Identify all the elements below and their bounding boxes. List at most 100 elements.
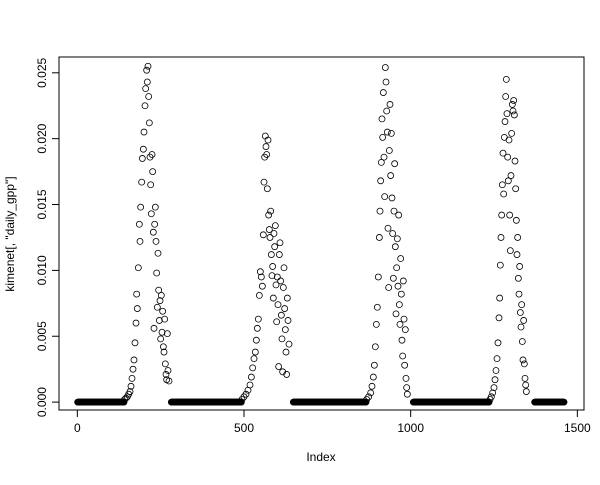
data-point [503, 110, 511, 118]
x-axis: 0 500 1000 1500 [74, 409, 591, 435]
data-point [520, 317, 528, 324]
data-point [159, 307, 167, 315]
data-point [271, 222, 279, 229]
data-point [157, 292, 165, 299]
data-point [250, 355, 258, 363]
data-point [371, 343, 379, 351]
data-point [151, 220, 159, 228]
data-point [132, 319, 140, 327]
data-point [165, 377, 173, 385]
data-point [510, 111, 518, 119]
data-point [134, 264, 142, 272]
data-point [403, 384, 411, 392]
data-point [151, 203, 159, 211]
data-point [160, 348, 168, 356]
data-point [285, 340, 293, 348]
data-point [401, 326, 409, 334]
data-point [150, 324, 158, 332]
data-point [271, 243, 279, 251]
data-point [519, 356, 527, 364]
data-point [387, 129, 395, 137]
data-point [368, 382, 376, 390]
data-point [144, 62, 152, 70]
data-point [560, 398, 568, 406]
data-point [262, 143, 270, 150]
data-point [142, 85, 150, 93]
data-point [145, 119, 153, 127]
x-tick-label: 0 [74, 421, 81, 435]
data-point [130, 356, 138, 364]
data-point [381, 64, 389, 71]
data-point [512, 216, 520, 224]
data-point [277, 311, 285, 319]
data-point [510, 97, 518, 104]
data-point [120, 398, 128, 406]
data-point [267, 251, 275, 258]
plot-box [58, 56, 585, 411]
data-point [138, 178, 146, 186]
data-point [370, 361, 378, 369]
data-point [373, 303, 381, 311]
data-point [391, 160, 399, 168]
data-point [393, 235, 401, 243]
data-point [280, 264, 288, 272]
data-point [369, 373, 377, 381]
data-point [385, 147, 393, 154]
data-point [504, 177, 512, 185]
data-point [136, 238, 144, 245]
data-point [495, 314, 503, 322]
data-point [161, 360, 169, 368]
data-point [399, 352, 407, 360]
data-point [270, 230, 278, 237]
data-point [504, 153, 512, 161]
data-point [281, 305, 289, 312]
data-point [274, 301, 282, 309]
data-point [506, 211, 514, 219]
data-point [264, 136, 272, 144]
data-point [237, 398, 245, 406]
data-point [383, 128, 391, 136]
data-point [161, 315, 169, 323]
data-point [516, 309, 524, 316]
data-point [492, 367, 500, 374]
data-point [164, 367, 172, 374]
y-axis: 0.000 0.005 0.010 0.015 0.020 0.025 [35, 57, 60, 417]
data-point [263, 185, 271, 193]
x-tick-label: 500 [234, 421, 254, 435]
data-point [400, 315, 408, 323]
data-point [385, 284, 393, 291]
data-point [133, 305, 141, 312]
data-point [247, 373, 255, 381]
data-point [395, 211, 403, 219]
data-point [516, 263, 524, 270]
data-point [249, 364, 257, 372]
data-point [508, 101, 516, 108]
data-point [141, 102, 149, 110]
data-point [133, 290, 141, 298]
data-point [509, 107, 517, 115]
data-point [388, 194, 396, 202]
data-point [401, 361, 409, 369]
data-point [403, 390, 411, 398]
data-point [511, 157, 519, 165]
data-point [493, 355, 501, 363]
data-point [393, 264, 401, 272]
data-point [138, 155, 146, 162]
data-point [149, 228, 157, 236]
data-point [508, 129, 516, 137]
data-point [517, 323, 525, 331]
data-point [246, 381, 254, 389]
data-point [522, 381, 530, 389]
y-tick-label: 0.010 [35, 255, 49, 285]
data-point [252, 336, 260, 344]
data-point [259, 231, 267, 239]
data-point [284, 317, 292, 324]
data-point [267, 207, 275, 215]
data-point [137, 203, 145, 211]
data-point [383, 107, 391, 115]
data-point [265, 211, 273, 219]
data-point [126, 388, 134, 395]
data-point [162, 371, 170, 378]
y-axis-label: kimenet[, "daily_gpp"] [3, 176, 17, 291]
